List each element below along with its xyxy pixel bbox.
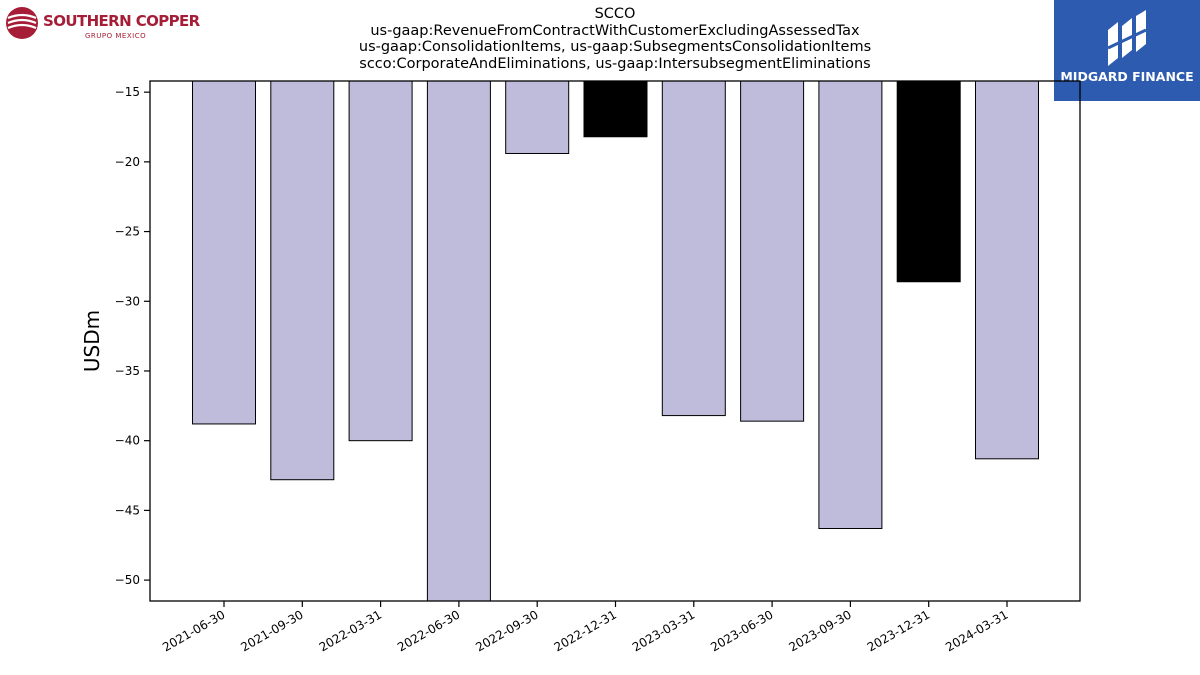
bar (192, 80, 256, 425)
southern-copper-emblem-icon (6, 7, 38, 39)
bar (896, 80, 961, 283)
y-tick-label: −25 (115, 225, 140, 239)
title-line: us-gaap:RevenueFromContractWithCustomerE… (370, 22, 860, 39)
title-line: us-gaap:ConsolidationItems, us-gaap:Subs… (358, 39, 872, 55)
bar (818, 80, 883, 530)
y-tick-label: −15 (115, 85, 140, 99)
y-axis-label: USDm (80, 310, 104, 372)
y-tick-label: −35 (115, 364, 140, 378)
x-tick-label: 2023-12-31 (865, 607, 932, 654)
bar (270, 80, 335, 481)
midgard-emblem-icon (1107, 10, 1147, 66)
y-tick-label: −20 (115, 155, 140, 169)
y-tick-label: −45 (115, 503, 140, 517)
x-tick-label: 2022-09-30 (473, 607, 540, 654)
chart-title: SCCO us-gaap:RevenueFromContractWithCust… (250, 6, 980, 72)
bar (975, 80, 1039, 460)
logo-sub-text: GRUPO MEXICO (85, 32, 147, 40)
bar (661, 80, 726, 417)
midgard-finance-logo: MIDGARD FINANCE (1054, 0, 1200, 101)
x-tick-label: 2021-09-30 (238, 607, 305, 654)
logo-brand-text: SOUTHERN COPPER (43, 12, 200, 30)
southern-copper-logo: SOUTHERN COPPER GRUPO MEXICO (5, 4, 200, 44)
bar (583, 80, 648, 138)
y-tick-label: −30 (115, 294, 140, 308)
bar (426, 80, 491, 602)
bar (348, 80, 413, 442)
x-tick-label: 2023-09-30 (786, 607, 853, 654)
x-tick-label: 2022-06-30 (395, 607, 462, 654)
x-tick-label: 2024-03-31 (943, 607, 1010, 654)
x-tick-label: 2021-06-30 (160, 607, 227, 654)
x-tick-label: 2022-03-31 (317, 607, 384, 654)
title-line: scco:CorporateAndEliminations, us-gaap:I… (359, 55, 871, 72)
y-tick-label: −40 (115, 434, 140, 448)
y-tick-label: −50 (115, 573, 140, 587)
logo-text: MIDGARD FINANCE (1060, 69, 1194, 84)
bar (505, 80, 570, 154)
x-tick-label: 2023-03-31 (630, 607, 697, 654)
bar (740, 80, 805, 422)
x-tick-label: 2023-06-30 (708, 607, 775, 654)
x-tick-label: 2022-12-31 (552, 607, 619, 654)
title-line: SCCO (594, 6, 636, 22)
